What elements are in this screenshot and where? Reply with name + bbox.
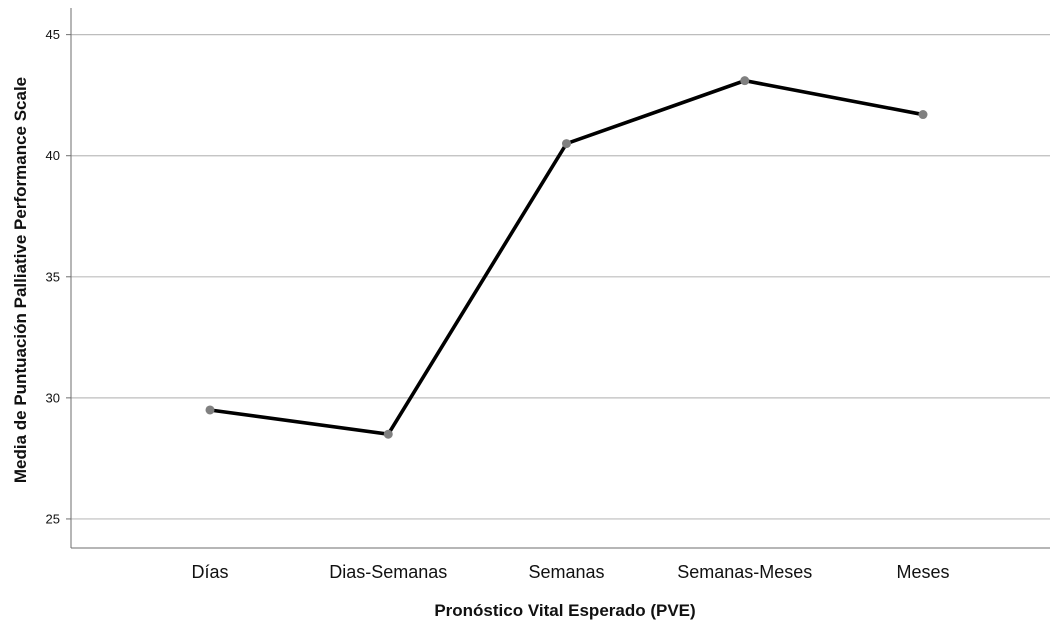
axes xyxy=(70,8,1050,549)
x-tick-label: Días xyxy=(191,562,228,582)
data-point-dias-semanas xyxy=(383,429,393,439)
y-tick-label: 45 xyxy=(46,27,60,42)
y-tick-label: 25 xyxy=(46,511,60,526)
y-tick-label: 35 xyxy=(46,269,60,284)
series xyxy=(205,76,928,439)
y-tick-label: 30 xyxy=(46,390,60,405)
x-tick-label: Semanas xyxy=(528,562,604,582)
y-axis-title: Media de Puntuación Palliative Performan… xyxy=(11,77,30,483)
data-point-meses xyxy=(918,110,928,120)
x-tick-label: Dias-Semanas xyxy=(329,562,447,582)
x-tick-label: Semanas-Meses xyxy=(677,562,812,582)
series-line xyxy=(208,78,925,437)
y-tick-label: 40 xyxy=(46,148,60,163)
data-point-d-as xyxy=(205,405,215,415)
data-point-semanas xyxy=(562,139,571,149)
grid-lines xyxy=(71,34,1050,520)
data-point-semanas-meses xyxy=(740,76,750,86)
x-axis-title: Pronóstico Vital Esperado (PVE) xyxy=(434,601,695,620)
x-tick-labels: Días Dias-Semanas Semanas Semanas-Meses Mese… xyxy=(191,562,949,582)
x-tick-label: Meses xyxy=(896,562,949,582)
y-tick-labels: 25 30 35 40 45 xyxy=(46,27,71,526)
